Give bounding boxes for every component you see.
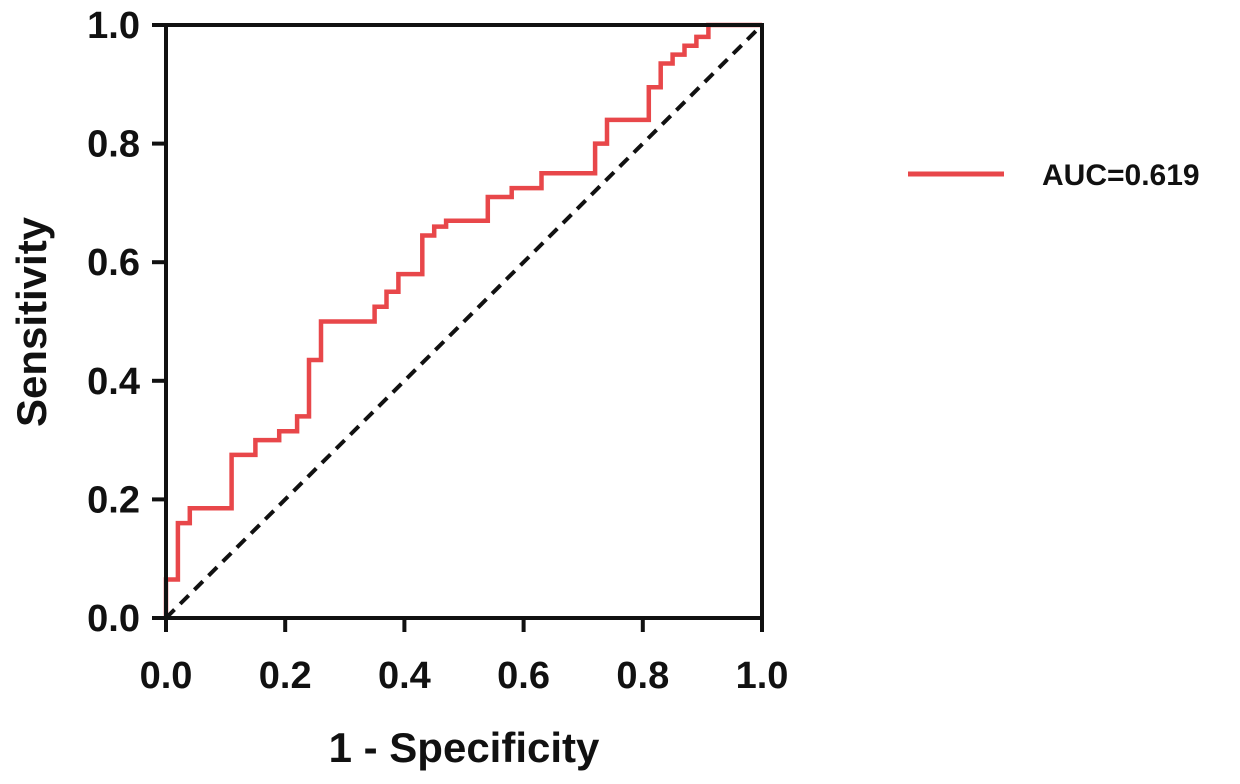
axes-layer: 0.0 0.2 0.4 0.6 0.8 1.0 0.0 0.2 0.4 0.6 0.8 1.0 — [87, 5, 788, 697]
x-axis-title: 1 - Specificity — [329, 724, 600, 771]
x-tick-label: 0.8 — [616, 655, 669, 697]
x-tick-label: 0.6 — [497, 655, 550, 697]
x-tick-label: 0.2 — [259, 655, 312, 697]
reference-diagonal-line — [164, 23, 764, 620]
y-tick-label: 0.2 — [87, 479, 140, 521]
y-tick-label: 0.6 — [87, 242, 140, 284]
legend: AUC=0.619 — [908, 159, 1200, 192]
y-tick-label: 0.0 — [87, 598, 140, 640]
y-tick-label: 0.4 — [87, 361, 140, 403]
x-tick-label: 0.0 — [140, 655, 193, 697]
legend-label: AUC=0.619 — [1042, 159, 1200, 192]
plot-frame — [164, 23, 764, 620]
roc-curve-line — [163, 22, 762, 618]
x-tick-label: 1.0 — [736, 655, 789, 697]
y-tick-label: 0.8 — [87, 124, 140, 166]
y-axis-title: Sensitivity — [8, 216, 55, 427]
x-tick-label: 0.4 — [378, 655, 431, 697]
series-layer — [163, 22, 764, 620]
y-tick-label: 1.0 — [87, 5, 140, 47]
